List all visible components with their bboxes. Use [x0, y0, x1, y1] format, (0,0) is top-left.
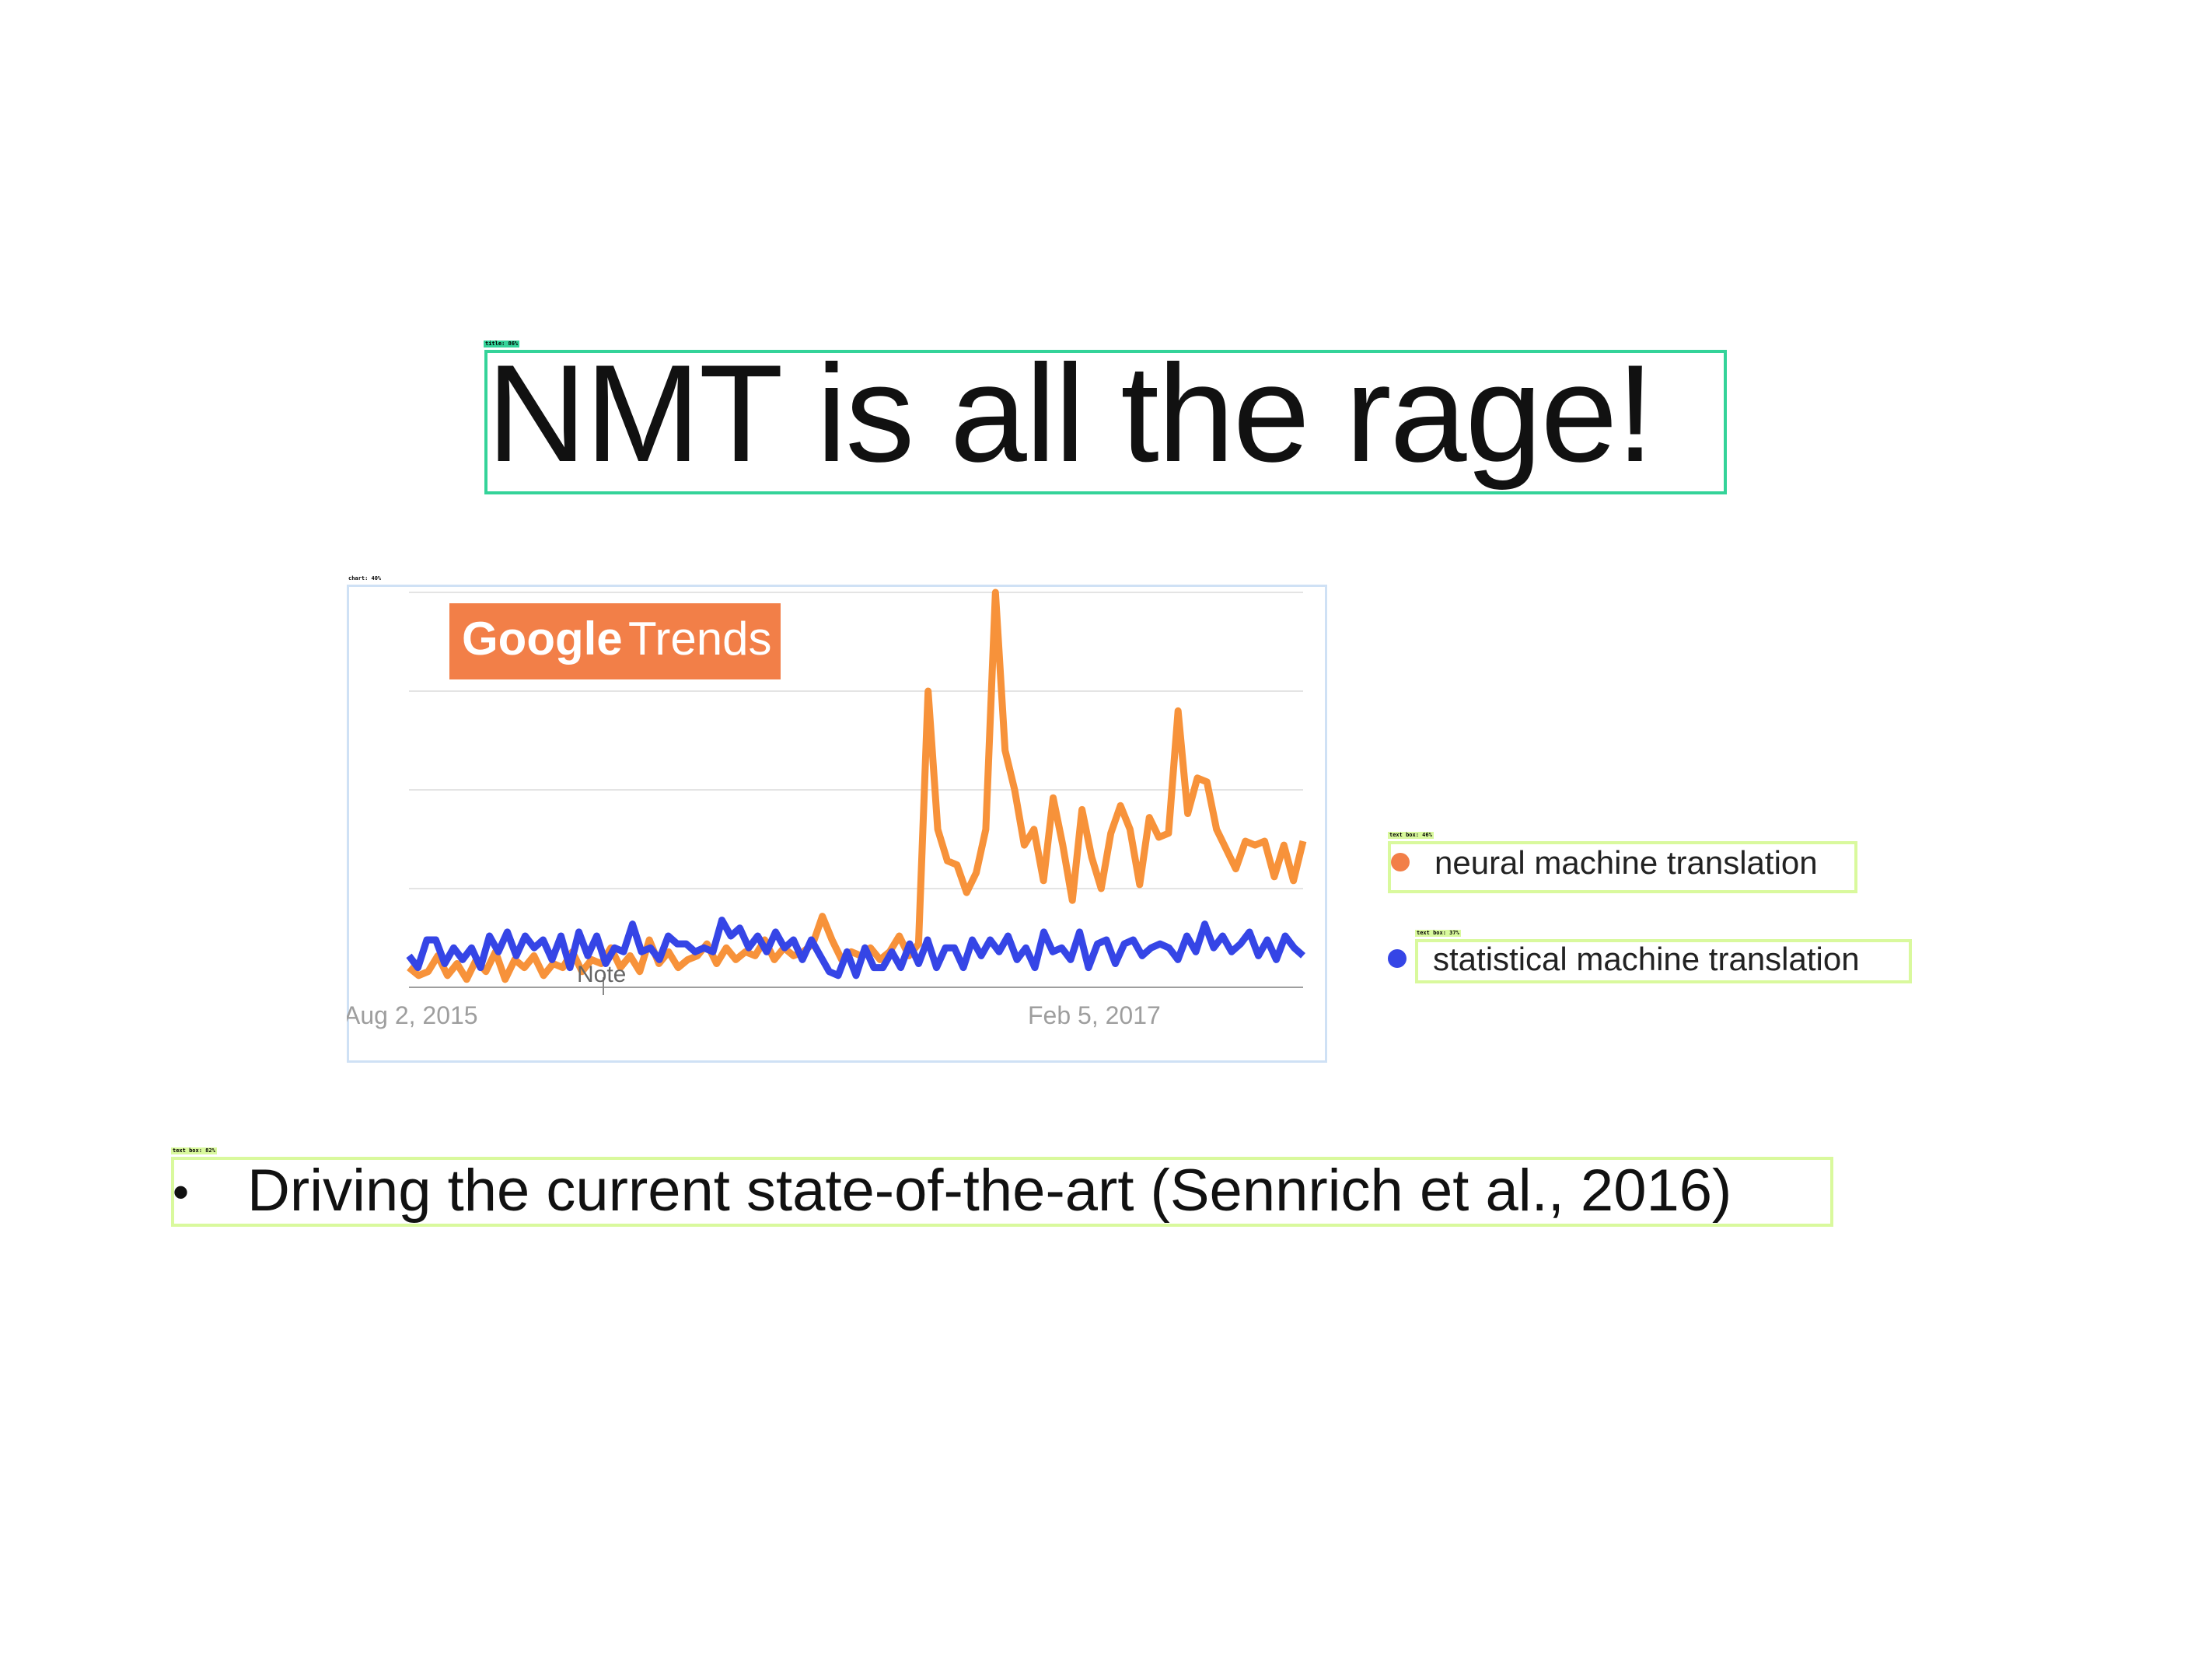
bullet-marker: •: [173, 1166, 190, 1218]
chart-detection-box: [347, 585, 1327, 1063]
legend-nmt-detection-tag: text box: 46%: [1388, 832, 1434, 839]
google-trends-chart: Google Trends Note Aug 2, 2015 Feb 5, 20…: [347, 589, 1307, 1029]
x-tick-label-aug-2015: Aug 2, 2015: [347, 1001, 478, 1029]
title-detection-box: [484, 350, 1727, 494]
x-tick-label-feb-2017: Feb 5, 2017: [1028, 1001, 1161, 1029]
logo-background: [449, 603, 781, 679]
series-line-statistical-machine-translation: [406, 917, 1305, 980]
slide-title: NMT is all the rage!: [487, 336, 1655, 491]
note-label: Note: [577, 962, 626, 987]
legend-label-neural-machine-translation: neural machine translation: [1434, 844, 1818, 881]
legend-dot-neural-machine-translation: [1391, 853, 1410, 871]
title-detection-tag: title: 86%: [484, 341, 520, 348]
legend-smt-detection-tag: text box: 37%: [1415, 930, 1461, 937]
logo-google-text: Google: [462, 613, 623, 665]
legend-smt-detection-box: [1415, 939, 1912, 983]
logo-trends-text: Trends: [628, 613, 772, 665]
google-trends-logo: Google Trends: [449, 603, 781, 679]
series-line-neural-machine-translation: [407, 589, 1307, 983]
bullet-text: Driving the current state-of-the-art (Se…: [247, 1158, 1732, 1224]
legend-label-statistical-machine-translation: statistical machine translation: [1433, 941, 1860, 977]
legend-dot-statistical-machine-translation: [1388, 949, 1407, 968]
bullet-detection-box: [171, 1157, 1833, 1227]
chart-gridlines: [409, 592, 1303, 988]
chart-detection-tag: chart: 40%: [347, 575, 383, 582]
bullet-detection-tag: text box: 82%: [171, 1147, 217, 1154]
legend-nmt-detection-box: [1388, 841, 1857, 893]
